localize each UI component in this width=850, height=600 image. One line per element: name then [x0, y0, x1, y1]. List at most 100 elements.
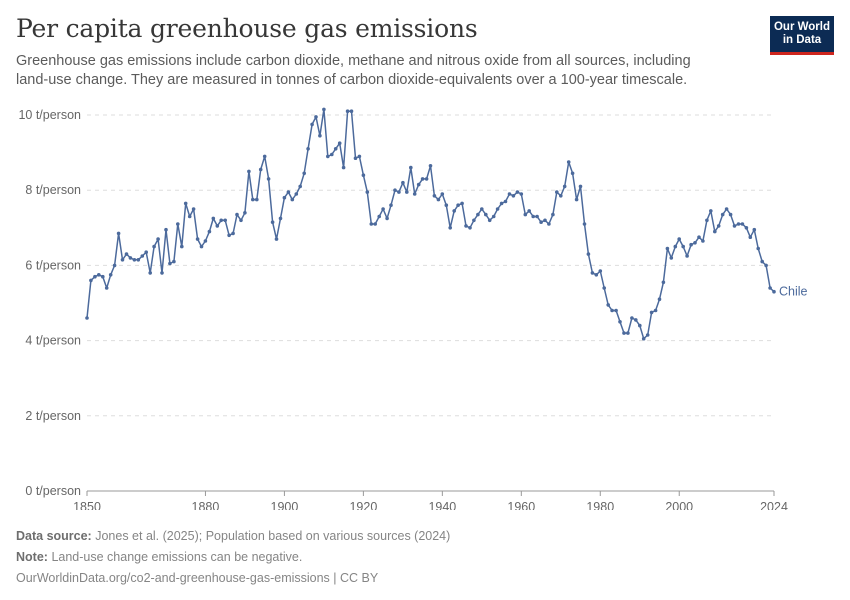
data-point — [515, 190, 520, 194]
data-point — [598, 269, 603, 273]
data-point — [566, 160, 571, 164]
x-tick-label: 1980 — [586, 500, 614, 510]
data-point — [681, 244, 685, 249]
data-point — [523, 212, 528, 217]
data-point — [330, 152, 334, 157]
logo-line-2: in Data — [782, 34, 822, 46]
x-tick-label: 1960 — [507, 500, 535, 510]
data-point — [231, 231, 235, 236]
data-point — [345, 109, 350, 113]
data-point — [286, 190, 291, 194]
data-point — [136, 258, 141, 262]
data-point — [586, 252, 591, 256]
data-point — [638, 323, 642, 328]
logo-line-1: Our World — [773, 21, 830, 33]
data-point — [274, 237, 279, 241]
data-point — [357, 154, 362, 159]
data-point — [626, 331, 630, 335]
data-point — [732, 224, 737, 228]
data-point — [227, 233, 231, 238]
data-point — [756, 246, 760, 251]
data-point — [373, 222, 378, 226]
owid-logo[interactable]: Our World in Data — [770, 16, 834, 55]
data-point — [258, 167, 263, 172]
series-line — [86, 108, 775, 340]
data-point — [306, 147, 310, 151]
data-point — [464, 224, 468, 228]
data-point — [314, 115, 318, 119]
data-point — [677, 237, 681, 241]
y-tick-label: 2 t/person — [25, 409, 81, 423]
data-point — [547, 222, 551, 226]
data-point — [444, 203, 449, 207]
data-point — [290, 197, 295, 202]
data-point — [420, 177, 425, 181]
data-point — [207, 229, 212, 234]
data-point — [85, 316, 89, 320]
data-point — [511, 194, 516, 198]
data-point — [709, 209, 713, 213]
y-tick-label: 6 t/person — [25, 258, 81, 272]
data-point — [318, 133, 322, 138]
data-point — [183, 201, 188, 206]
data-point — [393, 188, 397, 192]
data-point — [507, 192, 512, 196]
line-chart: 0 t/person 2 t/person 4 t/person 6 t/person… — [18, 107, 808, 510]
y-tick-label: 8 t/person — [25, 183, 81, 197]
data-point — [649, 310, 654, 315]
data-point — [685, 254, 689, 258]
data-point — [412, 192, 417, 196]
data-point — [211, 216, 216, 221]
data-point — [203, 239, 208, 243]
data-point — [361, 173, 366, 177]
x-tick-label: 2000 — [665, 500, 693, 510]
data-point — [405, 190, 409, 194]
data-point — [748, 235, 753, 239]
data-point — [661, 280, 666, 285]
data-point — [736, 222, 741, 226]
data-point — [495, 207, 500, 211]
data-point — [294, 192, 299, 196]
data-source-text[interactable]: Jones et al. (2025); Population based on… — [95, 529, 451, 543]
source-url[interactable]: OurWorldinData.org/co2-and-greenhouse-ga… — [16, 571, 379, 585]
data-point — [401, 180, 405, 185]
data-point — [665, 246, 670, 251]
data-point — [424, 177, 429, 181]
data-point — [219, 218, 223, 223]
data-point — [744, 226, 749, 230]
data-point — [539, 220, 543, 224]
data-point — [416, 182, 421, 187]
x-tick-label: 1850 — [73, 500, 101, 510]
data-point — [235, 212, 239, 217]
data-point — [337, 141, 342, 145]
data-point — [594, 273, 599, 277]
data-point — [144, 250, 148, 254]
data-point — [503, 199, 508, 204]
data-point — [578, 184, 583, 189]
data-point — [610, 308, 614, 313]
data-point — [97, 273, 101, 277]
data-point — [152, 244, 156, 249]
data-point — [195, 237, 200, 241]
data-point — [622, 331, 626, 335]
data-point — [468, 226, 472, 230]
data-point — [270, 220, 275, 224]
data-point — [440, 192, 445, 196]
data-point — [176, 222, 180, 226]
data-point — [180, 244, 184, 249]
data-point — [689, 242, 693, 247]
data-point — [448, 226, 453, 230]
data-point — [487, 218, 492, 223]
data-point — [298, 184, 303, 189]
data-point — [562, 184, 567, 189]
data-point — [262, 154, 267, 159]
data-point — [531, 214, 535, 219]
x-tick-label: 1900 — [271, 500, 299, 510]
data-point — [282, 195, 287, 200]
data-point — [614, 308, 618, 313]
series-label: Chile — [779, 285, 808, 299]
data-point — [559, 194, 563, 198]
data-point — [326, 154, 330, 159]
data-point — [673, 244, 678, 249]
data-point — [484, 212, 488, 217]
